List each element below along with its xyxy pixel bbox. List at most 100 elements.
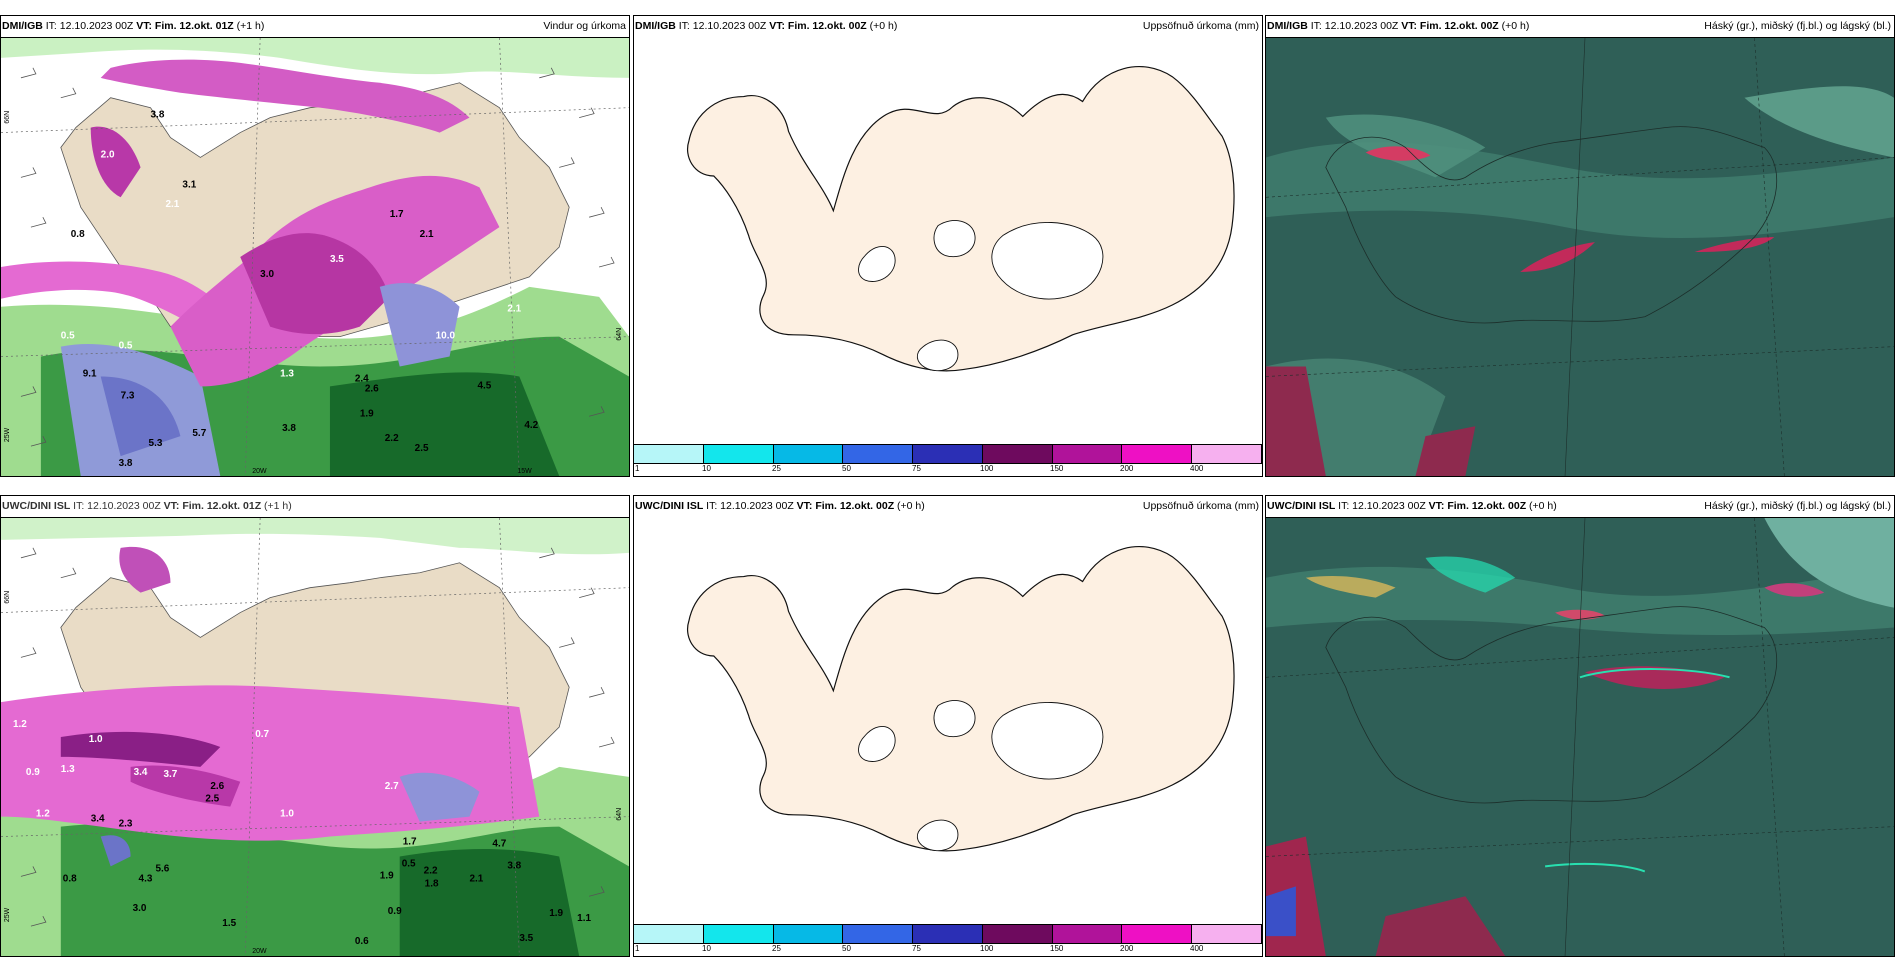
- scale-swatch: [634, 925, 704, 943]
- value-label: 9.1: [83, 368, 97, 379]
- value-label: 2.0: [101, 149, 115, 160]
- value-label: 1.0: [280, 809, 294, 820]
- value-label: 1.9: [380, 870, 394, 881]
- value-label: 2.1: [165, 199, 179, 210]
- value-label: 4.3: [139, 873, 153, 884]
- value-label: 1.9: [549, 908, 563, 919]
- value-label: 3.7: [163, 769, 177, 780]
- precip-color-scale: [634, 444, 1262, 464]
- wind-precip-map-dini: 1.2 1.0 1.3 0.9 3.4 3.7 2.5 2.6 1.2 3.4 …: [1, 517, 629, 956]
- value-label: 2.5: [205, 794, 219, 805]
- panel-variable-label: Vindur og úrkoma: [543, 20, 626, 32]
- panel-dini-clouds: UWC/DINI ISL IT: 12.10.2023 00Z VT: Fim.…: [1265, 495, 1895, 957]
- value-label: 3.4: [134, 767, 148, 778]
- value-label: 3.0: [133, 903, 147, 914]
- value-label: 2.7: [385, 781, 399, 792]
- value-label: 2.2: [385, 433, 399, 444]
- value-label: 0.8: [63, 873, 77, 884]
- precip-scale-labels: 1 10 25 50 75 100 150 200 400: [635, 944, 1204, 953]
- panel-variable-label: Háský (gr.), miðský (fj.bl.) og lágský (…: [1704, 20, 1891, 32]
- lat-label: 64N: [616, 328, 623, 341]
- value-label: 0.5: [119, 341, 133, 352]
- lat-label: 64N: [616, 808, 623, 821]
- lon-label: 25W: [4, 907, 11, 922]
- panel-title: DMI/IGB IT: 12.10.2023 00Z VT: Fim. 12.o…: [635, 20, 898, 32]
- value-label: 0.9: [388, 906, 402, 917]
- scale-swatch: [1052, 445, 1123, 463]
- lon-label: 25W: [4, 427, 11, 442]
- value-label: 1.3: [280, 368, 294, 379]
- wind-precip-map-dini-svg: 1.2 1.0 1.3 0.9 3.4 3.7 2.5 2.6 1.2 3.4 …: [1, 518, 629, 956]
- value-label: 1.7: [403, 837, 417, 848]
- panel-dmi-wind-precip: DMI/IGB IT: 12.10.2023 00Z VT: Fim. 12.o…: [0, 15, 630, 477]
- value-label: 4.2: [524, 420, 538, 431]
- wind-precip-map-svg: 2.8 3.8 2.0 3.1 2.1 3.0 3.5 2.1 1.7 0.8 …: [1, 38, 629, 476]
- scale-swatch: [982, 925, 1053, 943]
- panel-variable-label: Uppsöfnuð úrkoma (mm): [1142, 500, 1259, 512]
- accum-precip-map: [634, 517, 1262, 924]
- lat-label: 66N: [4, 591, 11, 604]
- value-label: 2.6: [210, 781, 224, 792]
- value-label: 5.3: [149, 438, 163, 449]
- value-label: 4.5: [477, 380, 491, 391]
- scale-swatch: [1192, 925, 1262, 943]
- iceland-outline-svg: [687, 66, 1235, 372]
- value-label: 3.4: [91, 814, 105, 825]
- clouds-map-svg: [1266, 38, 1894, 476]
- value-label: 1.2: [61, 249, 75, 260]
- value-label: 1.8: [425, 878, 439, 889]
- value-label: 0.5: [402, 858, 416, 869]
- value-label: 5.6: [156, 863, 170, 874]
- scale-swatch: [773, 925, 844, 943]
- scale-swatch: [913, 925, 983, 943]
- scale-swatch: [634, 445, 704, 463]
- value-label: 0.6: [355, 936, 369, 947]
- value-label: 1.2: [36, 809, 50, 820]
- value-label: 0.8: [71, 229, 85, 240]
- clouds-map: [1266, 517, 1894, 956]
- value-label: 1.7: [390, 209, 404, 220]
- scale-swatch: [703, 445, 774, 463]
- panel-dmi-clouds: DMI/IGB IT: 12.10.2023 00Z VT: Fim. 12.o…: [1265, 15, 1895, 477]
- panel-title: UWC/DINI ISL IT: 12.10.2023 00Z VT: Fim.…: [635, 500, 925, 512]
- value-label: 10.0: [436, 331, 456, 342]
- scale-swatch: [1122, 445, 1193, 463]
- panel-title: UWC/DINI ISL IT: 12.10.2023 00Z VT: Fim.…: [1267, 500, 1557, 512]
- value-label: 2.5: [415, 443, 429, 454]
- accum-precip-map: [634, 37, 1262, 444]
- panel-dini-wind-precip: UWC/DINI ISL IT: 12.10.2023 00Z VT: Fim.…: [0, 495, 630, 957]
- value-label: 3.5: [519, 933, 533, 944]
- value-label: 1.5: [222, 918, 236, 929]
- scale-swatch: [773, 445, 844, 463]
- scale-swatch: [1122, 925, 1193, 943]
- value-label: 5.7: [192, 428, 206, 439]
- value-label: 2.1: [470, 873, 484, 884]
- panel-dini-accum-precip: UWC/DINI ISL IT: 12.10.2023 00Z VT: Fim.…: [633, 495, 1263, 957]
- panel-variable-label: Uppsöfnuð úrkoma (mm): [1142, 20, 1259, 32]
- panel-dmi-accum-precip: DMI/IGB IT: 12.10.2023 00Z VT: Fim. 12.o…: [633, 15, 1263, 477]
- value-label: 4.7: [492, 839, 506, 850]
- value-label: 0.5: [61, 331, 75, 342]
- clouds-map: [1266, 37, 1894, 476]
- precip-scale-labels: 1 10 25 50 75 100 150 200 400: [635, 464, 1204, 473]
- value-label: 2.4: [355, 373, 369, 384]
- value-label: 3.8: [119, 458, 133, 469]
- clouds-map-svg: [1266, 518, 1894, 956]
- value-label: 2.6: [365, 383, 379, 394]
- scale-swatch: [843, 445, 914, 463]
- scale-swatch: [913, 445, 983, 463]
- value-label: 2.8: [141, 90, 155, 101]
- value-label: 1.3: [61, 764, 75, 775]
- scale-swatch: [1192, 445, 1262, 463]
- panel-title: DMI/IGB IT: 12.10.2023 00Z VT: Fim. 12.o…: [2, 20, 265, 32]
- value-label: 0.7: [255, 729, 269, 740]
- panel-title: UWC/DINI ISL IT: 12.10.2023 00Z VT: Fim.…: [2, 500, 292, 512]
- value-label: 3.8: [151, 110, 165, 121]
- value-label: 3.1: [182, 179, 196, 190]
- precip-color-scale: [634, 924, 1262, 944]
- value-label: 1.1: [577, 913, 591, 924]
- value-label: 2.1: [420, 229, 434, 240]
- wind-precip-map: 2.8 3.8 2.0 3.1 2.1 3.0 3.5 2.1 1.7 0.8 …: [1, 37, 629, 476]
- value-label: 3.5: [330, 254, 344, 265]
- panel-title: DMI/IGB IT: 12.10.2023 00Z VT: Fim. 12.o…: [1267, 20, 1530, 32]
